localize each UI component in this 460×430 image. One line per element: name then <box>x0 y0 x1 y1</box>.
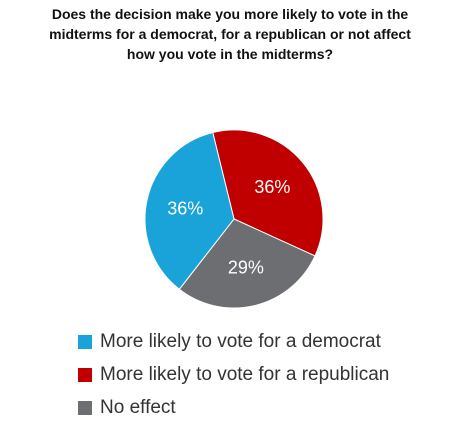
pie-plot-area: 36% 29% 36% <box>144 129 324 309</box>
chart-title-line-3: how you vote in the midterms? <box>126 46 334 62</box>
data-label-republican: 36% <box>254 177 290 197</box>
pie-slice-democrat <box>144 131 235 290</box>
legend-swatch-no-effect <box>78 400 92 415</box>
legend-label-no-effect: No effect <box>100 396 176 418</box>
pie-slice-republican <box>212 129 324 257</box>
pie-slice-no-effect <box>178 218 316 309</box>
data-label-democrat: 36% <box>167 199 203 219</box>
chart-legend: More likely to vote for a democrat More … <box>78 328 389 427</box>
legend-label-republican: More likely to vote for a republican <box>100 363 390 385</box>
legend-swatch-republican <box>78 367 92 382</box>
legend-item-no-effect: No effect <box>78 394 389 421</box>
chart-title-line-2: midterms for a democrat, for a republica… <box>49 26 411 42</box>
legend-label-democrat: More likely to vote for a democrat <box>100 330 381 352</box>
chart-title-line-1: Does the decision make you more likely t… <box>51 6 409 22</box>
data-label-no-effect: 29% <box>228 257 264 277</box>
legend-item-democrat: More likely to vote for a democrat <box>78 328 389 355</box>
chart-title: Does the decision make you more likely t… <box>10 4 450 64</box>
legend-item-republican: More likely to vote for a republican <box>78 361 389 388</box>
legend-swatch-democrat <box>78 334 92 349</box>
